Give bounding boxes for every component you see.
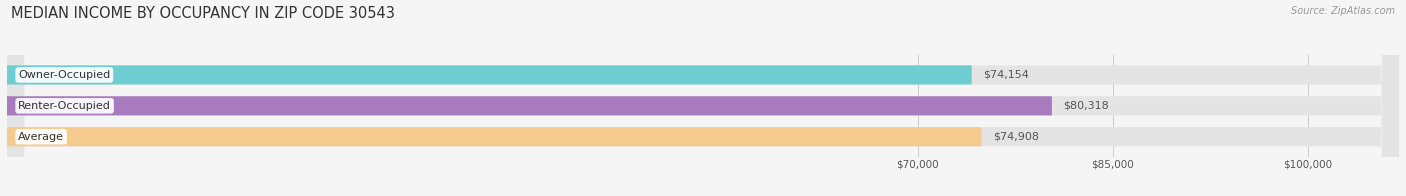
FancyBboxPatch shape [7, 96, 1052, 115]
Text: Average: Average [18, 132, 65, 142]
FancyBboxPatch shape [7, 0, 1399, 196]
Text: Owner-Occupied: Owner-Occupied [18, 70, 111, 80]
Text: $74,154: $74,154 [983, 70, 1029, 80]
Text: Source: ZipAtlas.com: Source: ZipAtlas.com [1291, 6, 1395, 16]
Text: MEDIAN INCOME BY OCCUPANCY IN ZIP CODE 30543: MEDIAN INCOME BY OCCUPANCY IN ZIP CODE 3… [11, 6, 395, 21]
Text: $80,318: $80,318 [1063, 101, 1109, 111]
Text: $74,908: $74,908 [993, 132, 1039, 142]
FancyBboxPatch shape [7, 0, 1399, 196]
Text: Renter-Occupied: Renter-Occupied [18, 101, 111, 111]
FancyBboxPatch shape [7, 65, 972, 84]
FancyBboxPatch shape [7, 0, 1399, 196]
FancyBboxPatch shape [7, 127, 981, 146]
